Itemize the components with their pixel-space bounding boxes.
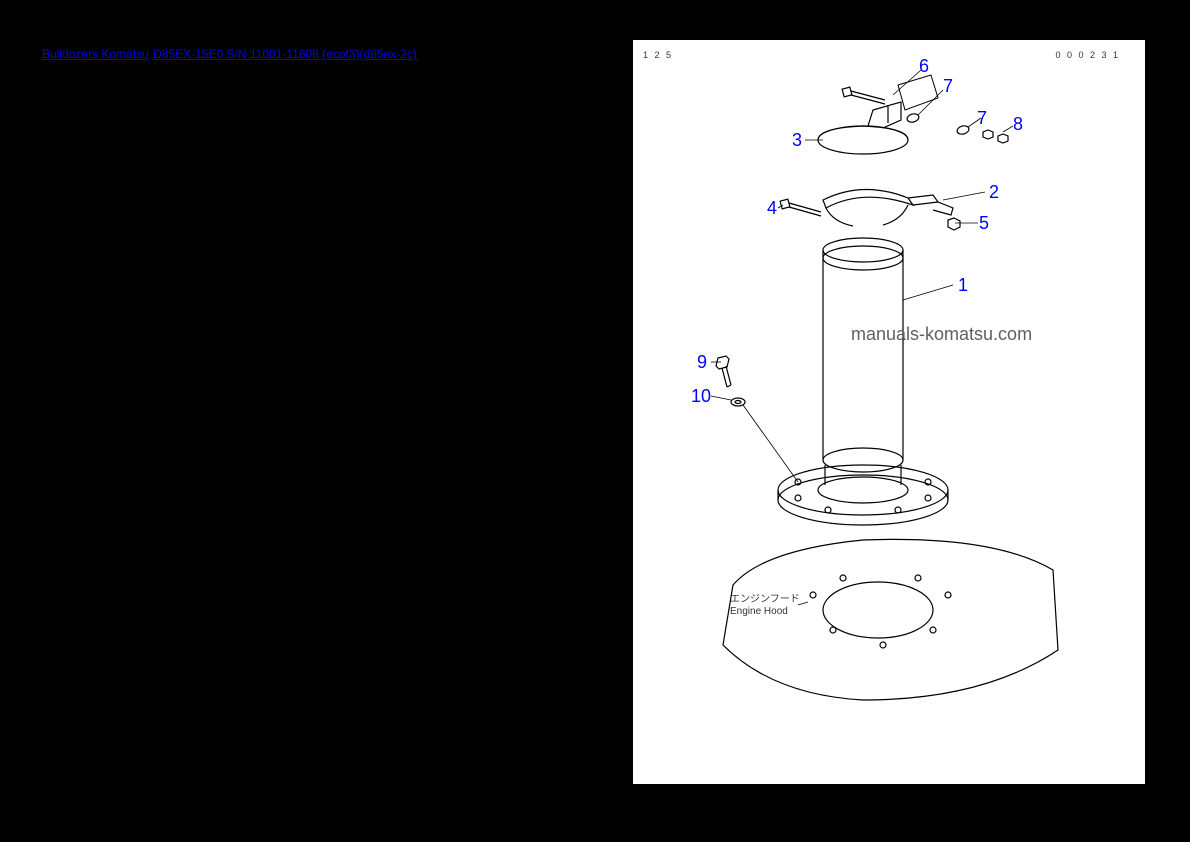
callout-1[interactable]: 1 bbox=[958, 275, 968, 296]
engine-hood-en: Engine Hood bbox=[730, 606, 800, 618]
watermark-text: manuals-komatsu.com bbox=[851, 324, 1032, 345]
callout-7[interactable]: 7 bbox=[943, 76, 953, 97]
breadcrumb-link-bulldozers[interactable]: Bulldozers Komatsu bbox=[42, 47, 149, 61]
engine-hood-jp: エンジンフード bbox=[730, 594, 800, 606]
callout-5[interactable]: 5 bbox=[979, 213, 989, 234]
breadcrumb-link-model[interactable]: D85EX-15E0 S/N 11001-11608 (ecot3)(d85ex… bbox=[153, 47, 417, 61]
breadcrumb-panel: Bulldozers Komatsu D85EX-15E0 S/N 11001-… bbox=[42, 45, 597, 303]
parts-diagram bbox=[633, 40, 1145, 784]
callout-9[interactable]: 9 bbox=[697, 352, 707, 373]
callout-3[interactable]: 3 bbox=[792, 130, 802, 151]
callout-7[interactable]: 7 bbox=[977, 108, 987, 129]
callout-4[interactable]: 4 bbox=[767, 198, 777, 219]
callout-8[interactable]: 8 bbox=[1013, 114, 1023, 135]
diagram-panel: 1 2 5 0 0 0 2 3 1 bbox=[633, 40, 1145, 784]
callout-10[interactable]: 10 bbox=[691, 386, 711, 407]
engine-hood-label: エンジンフード Engine Hood bbox=[730, 594, 800, 618]
callout-6[interactable]: 6 bbox=[919, 56, 929, 77]
callout-2[interactable]: 2 bbox=[989, 182, 999, 203]
